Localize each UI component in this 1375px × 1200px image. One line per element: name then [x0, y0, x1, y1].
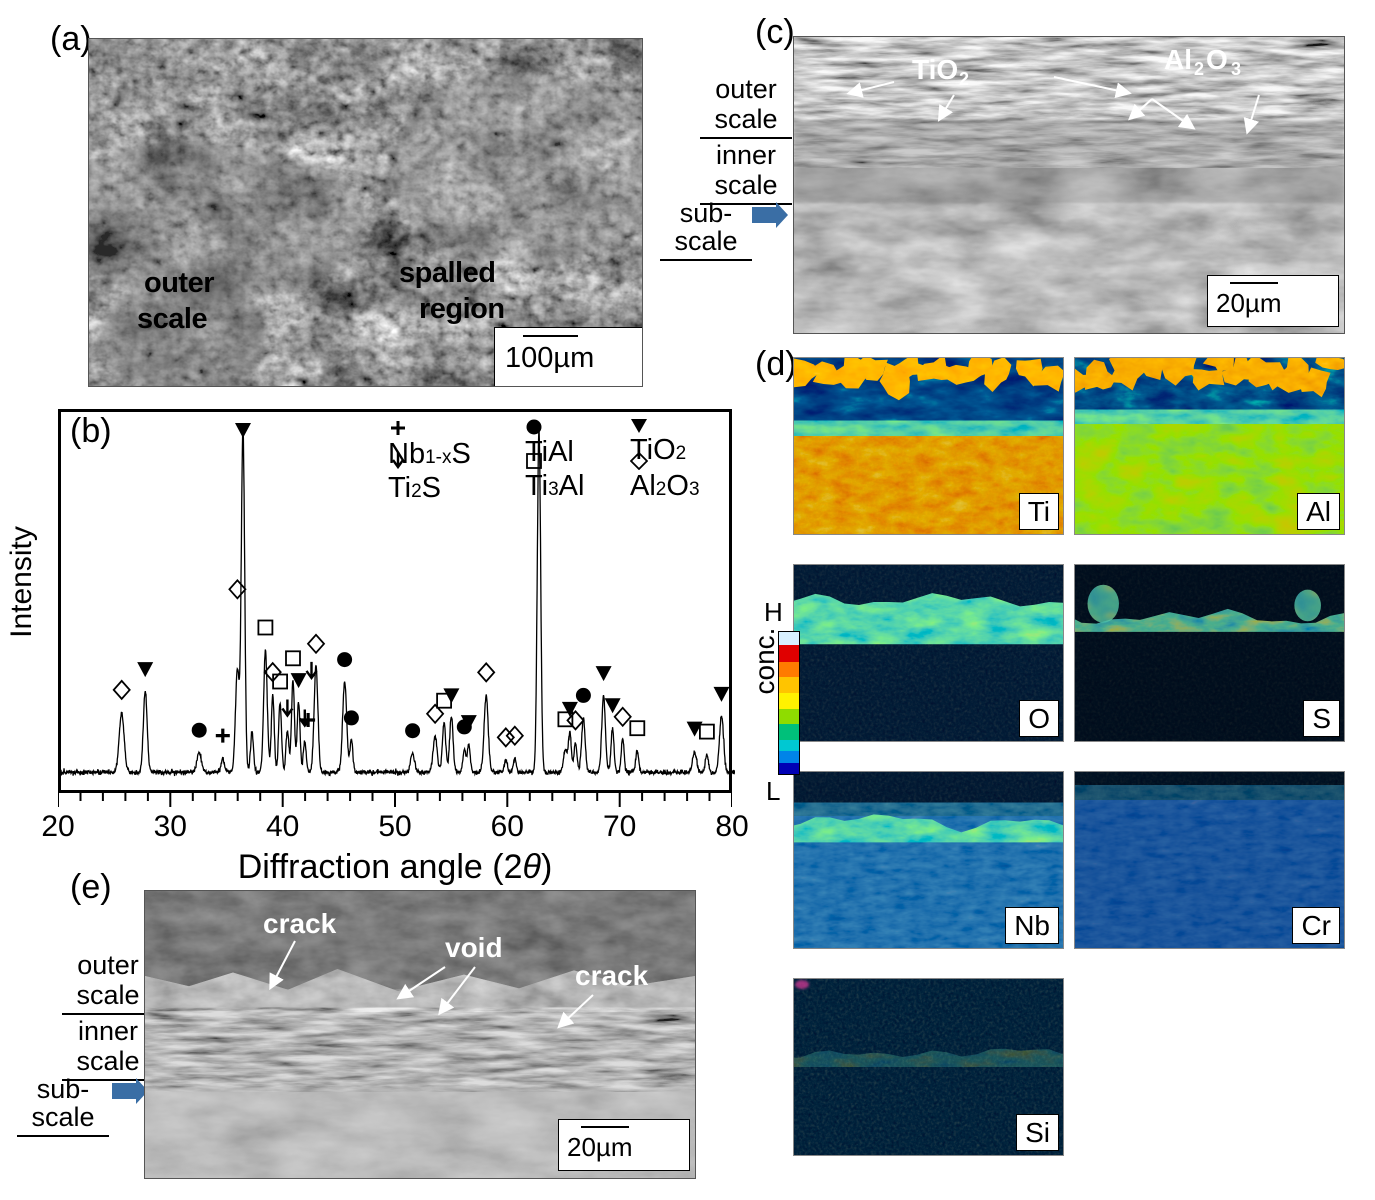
svg-text:Al: Al — [1164, 44, 1192, 75]
svg-text:2: 2 — [1194, 59, 1204, 79]
svg-text:crack: crack — [263, 908, 337, 939]
svg-text:void: void — [445, 932, 503, 963]
svg-text:2: 2 — [959, 69, 969, 89]
svg-text:crack: crack — [575, 960, 649, 991]
svg-text:3: 3 — [1231, 59, 1241, 79]
svg-text:O: O — [1206, 44, 1228, 75]
svg-text:TiO: TiO — [912, 54, 958, 85]
